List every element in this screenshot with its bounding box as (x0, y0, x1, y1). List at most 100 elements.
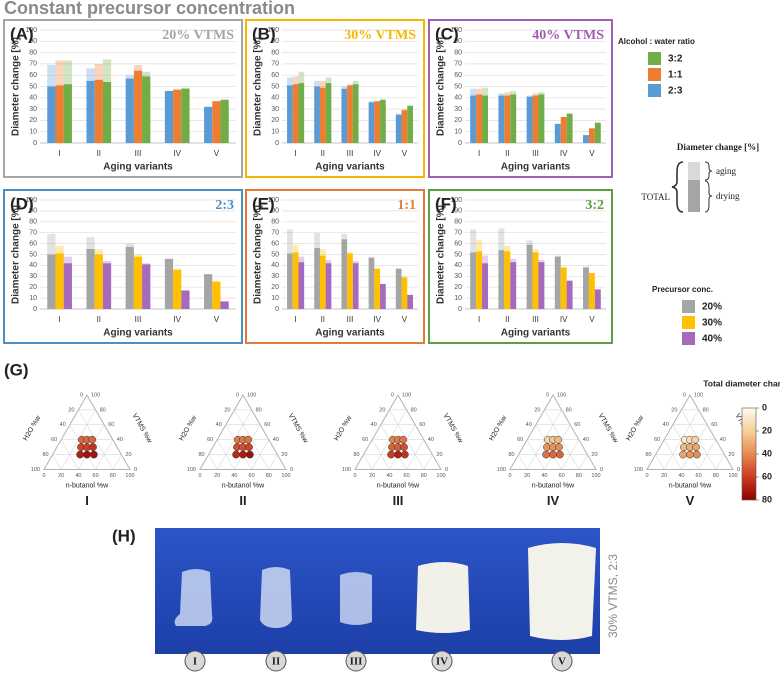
bar-drying (560, 117, 567, 143)
y-tick-label: 90 (271, 38, 279, 45)
sample-badge (431, 650, 453, 672)
bar-drying (347, 253, 353, 309)
bar-aging (133, 65, 143, 71)
y-tick-label: 80 (271, 219, 279, 226)
panel-label: (G) (4, 360, 29, 379)
legend-label: 1:1 (668, 70, 683, 81)
ternary-tick-label: 40 (60, 422, 66, 428)
y-tick-label: 30 (271, 106, 279, 113)
bar-drying (470, 95, 477, 143)
ternary-tick-label: 100 (557, 392, 566, 398)
bar-drying (142, 264, 151, 309)
ternary-tick-label: 0 (737, 467, 740, 473)
bar-drying (470, 252, 477, 309)
ternary-title: IV (547, 493, 560, 508)
x-tick-label: IV (560, 315, 568, 324)
y-tick-label: 50 (271, 251, 279, 258)
legend: Alcohol : water ratio 3:2 1:1 2:3 (618, 37, 695, 97)
grid-line (423, 454, 433, 470)
bar-drying (325, 83, 332, 143)
y-tick-label: 40 (271, 95, 279, 102)
bar-aging (538, 259, 545, 263)
x-tick-label: I (58, 315, 60, 324)
y-tick-label: 100 (450, 27, 462, 34)
ternary-tick-label: 20 (369, 473, 375, 479)
ternary-axis-label: H2O %w (625, 414, 645, 442)
legend-swatch (648, 68, 661, 81)
bar-aging (395, 113, 402, 115)
bar-drying (164, 258, 174, 309)
colorbar (741, 407, 757, 501)
total-brace (671, 161, 684, 213)
bar-aging (298, 71, 305, 84)
x-tick-label: I (478, 315, 480, 324)
ternary-point (83, 450, 91, 459)
photo-background (155, 528, 600, 654)
bar-aging (292, 76, 299, 85)
ternary-tick-label: 60 (207, 437, 213, 443)
ternary-tick-label: 20 (436, 452, 442, 458)
schematic-aging-label: aging (716, 166, 736, 176)
legend-swatch (682, 332, 695, 345)
sample-badge (551, 650, 573, 672)
bar-drying (588, 273, 595, 309)
bar-drying (510, 94, 517, 143)
drying-brace (704, 180, 713, 213)
ternary-point (691, 435, 700, 444)
ternary-tick-label: 20 (534, 407, 540, 413)
bar-drying (554, 123, 561, 143)
bar-drying (292, 84, 299, 143)
bar-drying (325, 263, 332, 309)
sample-shape (416, 562, 470, 633)
y-tick-label: 70 (29, 61, 37, 68)
ternary-tick-label: 80 (713, 473, 719, 479)
ternary-tick-label: 100 (247, 392, 256, 398)
grid-line (397, 394, 442, 470)
bar-aging (63, 256, 72, 264)
x-tick-label: III (532, 315, 539, 324)
panel-title: 3:2 (585, 198, 604, 213)
ternary-axis-label: n-butanol %w (669, 482, 712, 489)
panel-border (428, 189, 613, 344)
ternary-tick-label: 80 (566, 407, 572, 413)
x-tick-label: II (97, 149, 101, 158)
bar-drying (395, 114, 402, 143)
x-tick-label: V (402, 315, 408, 324)
ternary-tick-label: 60 (264, 422, 270, 428)
bar-drying (401, 110, 408, 143)
bar-drying (86, 80, 95, 143)
bar-aging (470, 88, 477, 96)
panel-border (245, 189, 425, 344)
y-tick-label: 40 (29, 95, 37, 102)
y-tick-label: 0 (33, 306, 37, 313)
ternary-axis-label: n-butanol %w (532, 482, 575, 489)
panel-label: (A) (10, 24, 34, 43)
grid-line (242, 394, 287, 470)
bar-drying (352, 84, 359, 143)
bar-aging (325, 259, 332, 264)
bar-aging (102, 59, 112, 82)
grid-line (655, 454, 665, 470)
ternary-tick-label: 0 (134, 467, 137, 473)
bar-drying (94, 79, 103, 143)
ternary-tick-label: 100 (91, 392, 100, 398)
schematic-drying-label: drying (716, 191, 740, 201)
y-tick-label: 50 (29, 83, 37, 90)
schematic-aging (688, 162, 700, 180)
bar-drying (86, 249, 95, 309)
bar-aging (173, 88, 182, 90)
y-tick-label: 30 (29, 273, 37, 280)
grid-line (646, 394, 691, 470)
x-tick-label: I (294, 315, 296, 324)
ternary-tick-label: 100 (694, 392, 703, 398)
bar-drying (102, 81, 112, 143)
ternary-title: III (393, 493, 404, 508)
x-tick-label: III (347, 315, 354, 324)
legend-label: 3:2 (668, 54, 683, 65)
grid-line (689, 394, 734, 470)
bar-aging (314, 232, 320, 248)
bar-drying (538, 262, 545, 309)
bar-aging (401, 109, 408, 111)
